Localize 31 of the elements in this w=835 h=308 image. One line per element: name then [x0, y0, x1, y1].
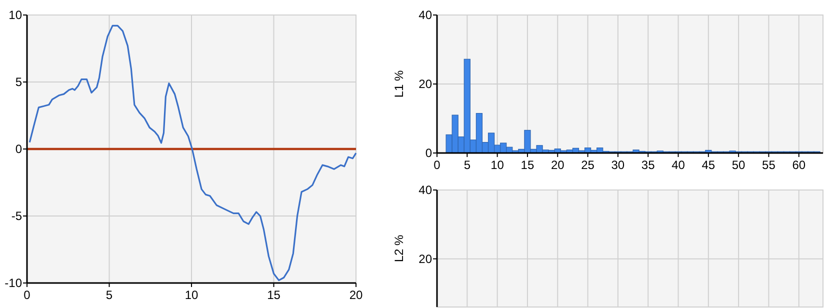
x-tick-label: 45: [702, 158, 716, 172]
x-tick-label: 5: [464, 158, 471, 172]
x-tick-label: 25: [581, 158, 595, 172]
line-series: [28, 24, 357, 282]
x-tick-label: 40: [672, 158, 686, 172]
y-tick-label: 10: [8, 8, 22, 22]
y-tick-label: -10: [4, 276, 22, 290]
y-tick-label: 5: [15, 75, 22, 90]
x-tick-label: 35: [641, 158, 656, 172]
y-tick-label: 20: [418, 252, 432, 266]
x-tick-label: 5: [106, 288, 113, 302]
y-tick-label: -5: [11, 209, 22, 224]
y-tick-label: 20: [418, 77, 432, 92]
y-tick-label: 0: [425, 146, 432, 160]
x-tick-label: 60: [792, 158, 806, 172]
x-tick-label: 55: [762, 158, 776, 172]
x-tick-label: 50: [732, 158, 746, 172]
x-tick-label: 0: [434, 158, 441, 172]
x-tick-label: 30: [611, 158, 625, 172]
x-tick-label: 15: [520, 158, 534, 172]
x-tick-label: 10: [184, 288, 198, 302]
y-tick-label: 40: [418, 183, 432, 198]
x-tick-label: 0: [24, 288, 31, 302]
y-tick-label: 40: [418, 8, 432, 22]
x-tick-label: 10: [490, 158, 504, 172]
y-axis-title: L2 %: [392, 234, 406, 262]
x-tick-label: 20: [550, 158, 565, 172]
y-tick-label: 0: [15, 142, 22, 156]
x-tick-label: 20: [349, 288, 363, 302]
x-tick-label: 15: [267, 288, 281, 302]
y-axis-title: L1 %: [392, 70, 406, 98]
